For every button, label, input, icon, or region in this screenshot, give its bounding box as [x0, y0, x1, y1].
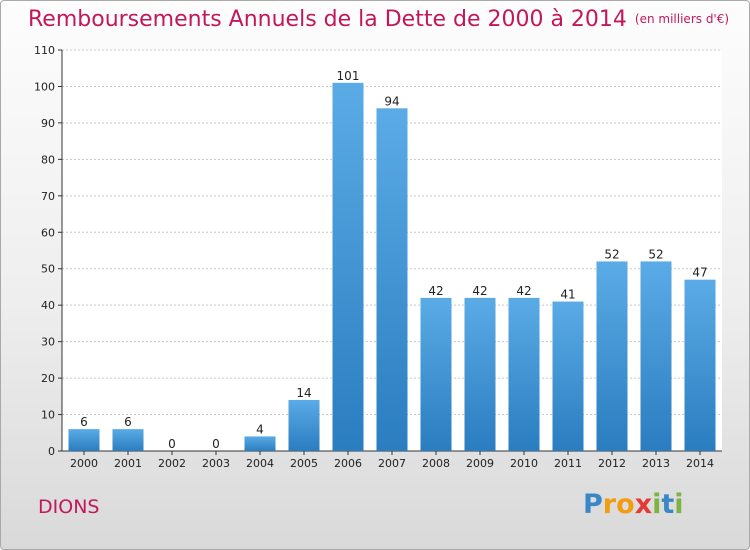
x-tick-label: 2005 [290, 457, 318, 470]
x-tick-label: 2000 [70, 457, 98, 470]
x-tick-label: 2006 [334, 457, 362, 470]
x-tick-label: 2002 [158, 457, 186, 470]
bar-2001 [112, 429, 144, 451]
x-tick-label: 2012 [598, 457, 626, 470]
y-tick-label: 50 [41, 263, 55, 276]
x-tick-label: 2009 [466, 457, 494, 470]
x-tick-label: 2007 [378, 457, 406, 470]
logo-letter: r [602, 489, 617, 520]
x-tick-label: 2001 [114, 457, 142, 470]
y-tick-label: 90 [41, 117, 55, 130]
bar-2009 [464, 297, 496, 451]
bar-value-label: 42 [472, 284, 487, 298]
bar-value-label: 6 [124, 415, 132, 429]
bar-2014 [684, 279, 716, 451]
bar-2008 [420, 297, 452, 451]
bar-2007 [376, 108, 408, 451]
y-tick-label: 80 [41, 153, 55, 166]
bar-value-label: 4 [256, 422, 264, 436]
x-tick-label: 2004 [246, 457, 274, 470]
bar-value-label: 6 [80, 415, 88, 429]
bar-2011 [552, 301, 584, 451]
logo-letter: P [583, 489, 603, 520]
bar-2000 [68, 429, 100, 451]
y-tick-label: 60 [41, 226, 55, 239]
y-tick-label: 70 [41, 190, 55, 203]
logo-letter: i [652, 489, 662, 520]
bar-2004 [244, 436, 276, 451]
x-tick-label: 2010 [510, 457, 538, 470]
bar-value-label: 42 [428, 284, 443, 298]
bar-value-label: 42 [516, 284, 531, 298]
y-tick-label: 0 [48, 445, 55, 458]
bar-value-label: 94 [384, 94, 399, 108]
bar-value-label: 52 [604, 247, 619, 261]
logo-letter: i [674, 489, 684, 520]
bar-value-label: 0 [168, 437, 176, 451]
x-tick-label: 2008 [422, 457, 450, 470]
logo-letter: o [616, 489, 635, 520]
bar-value-label: 41 [560, 288, 575, 302]
y-tick-label: 20 [41, 372, 55, 385]
x-tick-label: 2013 [642, 457, 670, 470]
chart-subtitle: (en milliers d'€) [634, 12, 730, 26]
bar-value-label: 101 [337, 69, 360, 83]
bar-value-label: 14 [296, 386, 311, 400]
x-tick-label: 2003 [202, 457, 230, 470]
commune-name: DIONS [38, 496, 100, 518]
bar-2010 [508, 297, 540, 451]
chart-title-text: Remboursements Annuels de la Dette de 20… [28, 7, 627, 32]
bar-2005 [288, 399, 320, 451]
proxiti-logo: Proxiti [583, 489, 684, 520]
y-tick-label: 10 [41, 409, 55, 422]
bar-2006 [332, 82, 364, 452]
bar-2012 [596, 261, 628, 451]
bar-value-label: 0 [212, 437, 220, 451]
chart-title: Remboursements Annuels de la Dette de 20… [28, 7, 729, 32]
logo-letter: x [634, 489, 653, 520]
y-tick-label: 110 [34, 44, 55, 57]
logo-letter: t [661, 489, 675, 520]
x-tick-label: 2011 [554, 457, 582, 470]
bar-value-label: 47 [692, 266, 707, 280]
y-tick-label: 30 [41, 336, 55, 349]
bar-value-label: 52 [648, 247, 663, 261]
bar-2013 [640, 261, 672, 451]
x-tick-label: 2014 [686, 457, 714, 470]
y-tick-label: 40 [41, 299, 55, 312]
y-tick-label: 100 [34, 80, 55, 93]
